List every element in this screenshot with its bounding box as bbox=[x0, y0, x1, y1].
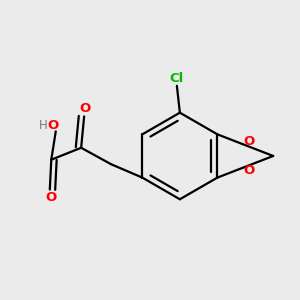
Text: O: O bbox=[47, 119, 58, 133]
Text: O: O bbox=[243, 164, 255, 177]
Text: H: H bbox=[39, 119, 48, 133]
Text: O: O bbox=[45, 191, 56, 204]
Text: Cl: Cl bbox=[170, 72, 184, 85]
Text: O: O bbox=[243, 135, 255, 148]
Text: O: O bbox=[80, 102, 91, 115]
